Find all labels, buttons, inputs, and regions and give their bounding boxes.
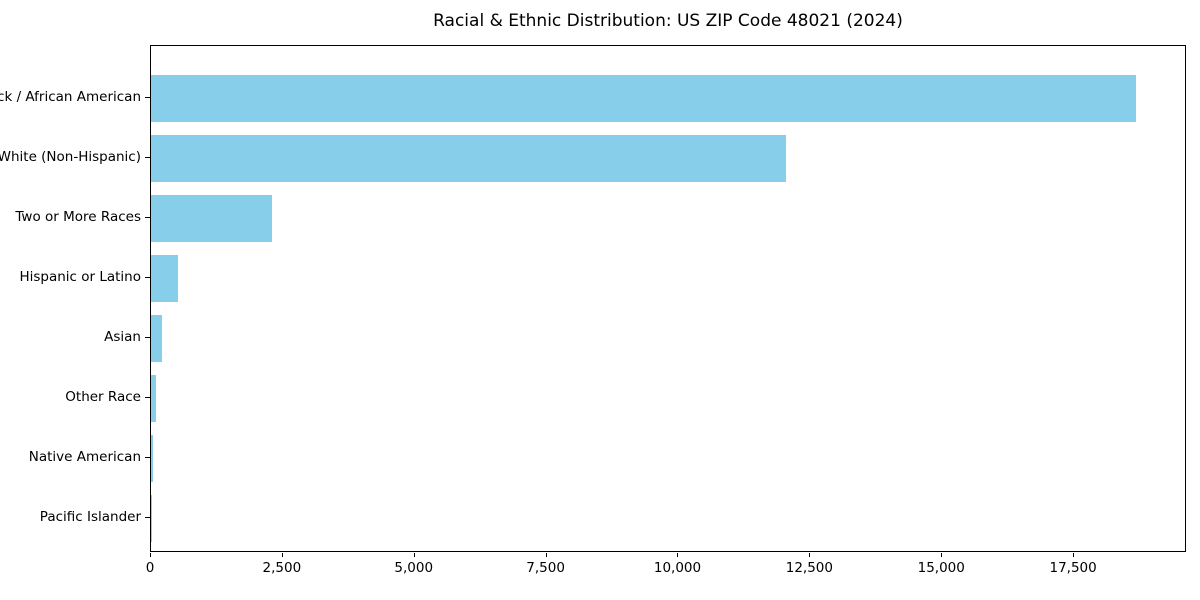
y-tick-mark (145, 277, 150, 278)
bar-black-african-american (151, 74, 1136, 122)
y-tick-label: Hispanic or Latino (0, 247, 150, 307)
bar-pacific-islander (151, 494, 152, 542)
bar-white-non-hispanic (151, 134, 786, 182)
plot-area (150, 45, 1186, 552)
y-tick-label: Two or More Races (0, 187, 150, 247)
y-tick-label: Asian (0, 307, 150, 367)
x-tick-label: 17,500 (1049, 560, 1097, 576)
y-tick-mark (145, 337, 150, 338)
bar-row (151, 188, 1185, 248)
bar-row (151, 128, 1185, 188)
bar-rows (151, 68, 1185, 548)
x-tick-label: 5,000 (394, 560, 434, 576)
y-tick-label: Pacific Islander (0, 487, 150, 547)
x-tick-label: 0 (145, 560, 155, 576)
x-tick-mark (809, 553, 811, 557)
y-tick-mark (145, 97, 150, 98)
x-tick-label: 12,500 (785, 560, 833, 576)
x-tick-mark (545, 553, 547, 557)
bar-row (151, 368, 1185, 428)
y-tick-mark (145, 397, 150, 398)
y-tick-mark (145, 157, 150, 158)
y-tick-mark (145, 517, 150, 518)
bar-row (151, 248, 1185, 308)
bar-other-race (151, 374, 156, 422)
x-axis: 0 2,500 5,000 7,500 10,000 12,500 15,000 17,500 (146, 552, 1186, 592)
x-tick-mark (281, 553, 283, 557)
x-tick-mark (941, 553, 943, 557)
x-tick-mark (413, 553, 415, 557)
x-tick-label: 15,000 (917, 560, 965, 576)
x-tick-mark (150, 553, 151, 557)
x-tick-label: 10,000 (653, 560, 702, 576)
bar-row (151, 428, 1185, 488)
bar-two-or-more-races (151, 194, 272, 242)
y-tick-mark (145, 457, 150, 458)
bar-row (151, 68, 1185, 128)
x-tick-mark (1073, 553, 1075, 557)
bar-row (151, 308, 1185, 368)
x-tick-label: 7,500 (526, 560, 565, 576)
y-tick-label: White (Non-Hispanic) (0, 127, 150, 187)
y-tick-label: Other Race (0, 367, 150, 427)
bar-hispanic-or-latino (151, 254, 178, 302)
y-tick-label: Native American (0, 427, 150, 487)
bar-row (151, 488, 1185, 548)
y-tick-mark (145, 217, 150, 218)
x-tick-mark (677, 553, 679, 557)
chart-title: Racial & Ethnic Distribution: US ZIP Cod… (433, 11, 903, 31)
y-tick-label: Black / African American (0, 67, 150, 127)
bar-native-american (151, 434, 153, 482)
x-tick-label: 2,500 (262, 560, 302, 576)
bar-asian (151, 314, 163, 362)
